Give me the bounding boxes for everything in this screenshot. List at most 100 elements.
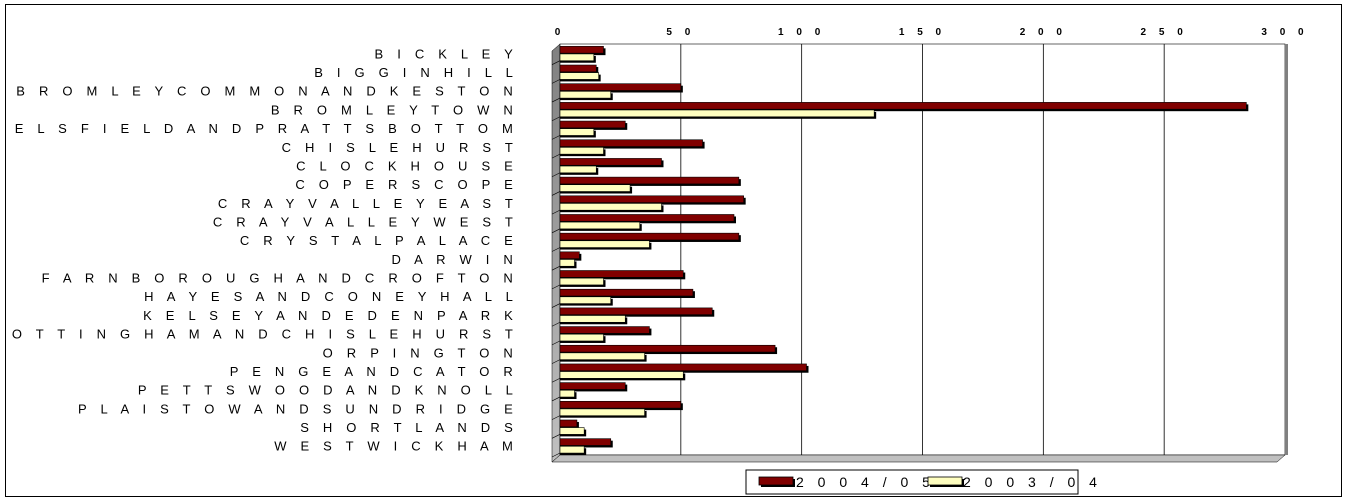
bar-2003-04 [559,408,645,416]
category-label: F A R N B O R O U G H A N D C R O F T O … [42,271,518,286]
category-tick [551,321,561,327]
category-tick [551,434,561,439]
bar-2004-05 [559,83,682,91]
category-label: W E S T W I C K H A M [274,439,518,454]
bar-2004-05 [559,438,612,446]
category-label: P L A I S T O W A N D S U N D R I D G E [78,401,518,416]
bar-2003-04 [559,91,612,99]
category-tick [551,97,561,103]
category-tick [551,172,561,178]
x-tick-label: 3 0 0 [1261,27,1308,38]
bar-2003-04 [559,352,645,360]
bar-2003-04 [559,128,595,136]
bar-2004-05 [559,232,740,241]
category-label: M O T T I N G H A M A N D C H I S L E H … [0,327,518,342]
bar-2004-05 [559,195,744,203]
x-tick-label: 1 0 0 [778,27,825,38]
category-tick [551,415,561,420]
category-label: O R P I N G T O N [323,345,518,360]
bar-2003-04 [559,203,662,211]
bar-2004-05 [559,326,650,334]
category-label: C O P E R S C O P E [295,177,518,192]
legend-label-2004-05: 2 0 0 4 / 0 5 [796,474,935,490]
bar-2003-04 [559,53,595,62]
bar-2003-04 [559,427,585,435]
bar-2003-04 [559,315,626,323]
bar-2003-04 [559,109,875,118]
bar-2004-05 [559,400,682,409]
category-tick [551,209,561,215]
bar-2003-04 [559,277,604,286]
category-label: C R Y S T A L P A L A C E [240,233,518,248]
x-tick-label: 1 5 0 [899,27,946,38]
category-tick [551,116,561,121]
category-label: C H I S L E H U R S T [282,140,518,155]
category-label: B I G G I N H I L L [314,65,518,80]
legend-label-2003-04: 2 0 0 3 / 0 4 [963,474,1102,490]
category-tick [551,340,561,346]
bar-2004-05 [559,363,807,372]
bar-2003-04 [559,371,684,379]
bar-2004-05 [559,307,713,315]
bar-2003-04 [559,147,604,155]
legend-swatch-2004-05 [758,476,794,486]
bar-2003-04 [559,184,631,192]
bar-2004-05 [559,176,740,185]
category-label: D A R W I N [391,252,518,267]
category-label: P E T T S W O O D A N D K N O L L [138,383,518,398]
bar-2004-05 [559,214,735,222]
bar-2004-05 [559,382,626,390]
bar-2003-04 [559,445,585,454]
bar-2003-04 [559,240,650,248]
bar-2004-05 [559,270,684,278]
bar-2003-04 [559,165,597,174]
category-label: C R A Y V A L L E Y W E S T [213,214,518,229]
bar-2004-05 [559,120,626,129]
bar-2004-05 [559,139,703,147]
category-tick [551,191,561,196]
bar-2003-04 [559,72,599,80]
category-label: P E N G E A N D C A T O R [230,364,518,379]
category-tick [551,284,561,290]
bar-2004-05 [559,102,1247,110]
category-label: B I C K L E Y [375,46,518,61]
category-tick [551,303,561,308]
plot-right-edge [1285,44,1288,455]
plot-floor [551,454,1286,463]
bar-2004-05 [559,344,776,353]
category-tick [551,247,561,252]
bar-2003-04 [559,221,641,230]
bar-2003-04 [559,296,612,304]
legend-swatch-2003-04 [927,476,963,486]
category-tick [551,378,561,383]
bar-2003-04 [559,333,604,342]
bar-2004-05 [559,158,662,166]
category-label: B R O M L E Y C O M M O N A N D K E S T … [16,84,518,99]
category-tick [551,135,561,140]
bar-2003-04 [559,259,575,267]
category-tick [551,60,561,65]
category-tick [551,359,561,364]
category-tick [551,396,561,402]
category-tick [551,153,561,159]
bar-2004-05 [559,288,694,297]
x-tick-label: 2 0 0 [1020,27,1067,38]
plot-side-wall [551,43,561,463]
category-tick [551,265,561,271]
category-label: B R O M L E Y T O W N [271,102,518,117]
bar-2004-05 [559,419,578,428]
x-tick-label: 2 5 0 [1141,27,1188,38]
x-tick-label: 5 0 [666,27,695,38]
category-label: C R A Y V A L L E Y E A S T [218,196,518,211]
category-label: S H O R T L A N D S [300,420,518,435]
legend-box [745,469,1079,495]
category-tick [551,452,561,458]
category-tick [551,228,561,234]
bar-2004-05 [559,64,597,73]
bar-2003-04 [559,389,575,398]
bar-2004-05 [559,46,604,54]
category-tick [551,79,561,84]
category-label: C L O C K H O U S E [296,158,518,173]
category-label: K E L S E Y A N D E D E N P A R K [143,308,518,323]
